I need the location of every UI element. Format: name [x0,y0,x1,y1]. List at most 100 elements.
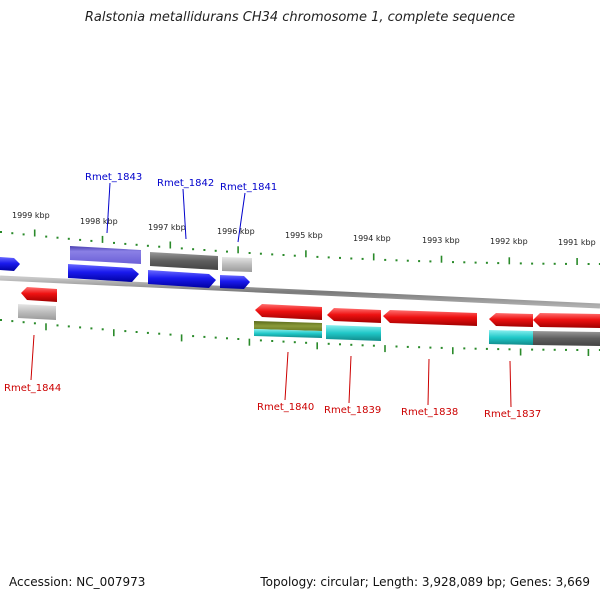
label-rmet-1837[interactable]: Rmet_1837 [484,409,541,420]
minor-tick [553,348,556,351]
feature-cyan-1840[interactable] [254,329,322,338]
chromosome-backbone [0,275,600,309]
minor-tick [598,263,600,265]
minor-tick [305,341,308,344]
minor-tick [56,324,59,327]
leader-rmet-1842 [182,188,187,240]
label-rmet-1843[interactable]: Rmet_1843 [85,172,142,183]
major-tick [169,241,172,249]
minor-tick [418,260,421,263]
leader-rmet-1843 [106,182,111,234]
minor-tick [237,338,240,340]
major-tick [45,323,47,331]
scale-label: 1996 kbp [217,227,255,236]
minor-tick [452,261,454,264]
major-tick [440,255,443,263]
minor-tick [463,261,466,264]
minor-tick [0,319,2,321]
minor-tick [124,242,127,245]
minor-tick [192,248,195,251]
minor-tick [395,345,398,348]
minor-tick [327,256,330,259]
label-rmet-1840[interactable]: Rmet_1840 [257,402,314,413]
minor-tick [508,348,511,351]
gene-rmet-1841[interactable] [220,275,250,289]
major-tick [508,257,511,265]
minor-tick [542,262,545,265]
minor-tick [542,348,545,351]
feature-cyan-1839[interactable] [326,325,381,341]
minor-tick [90,239,93,242]
minor-tick [214,249,217,252]
minor-tick [11,232,14,235]
minor-tick [146,244,149,247]
feature-darkgray[interactable] [150,252,218,270]
label-rmet-1844[interactable]: Rmet_1844 [4,383,61,394]
scale-label: 1992 kbp [490,237,528,246]
gene-rmet-1838[interactable] [383,310,477,326]
minor-tick [485,347,488,350]
major-tick [587,349,590,356]
minor-tick [293,341,296,344]
label-rmet-1839[interactable]: Rmet_1839 [324,405,381,416]
scale-labels: 1999 kbp 1998 kbp 1997 kbp 1996 kbp 1995… [12,211,596,247]
major-tick [237,246,239,254]
feature-lightgray[interactable] [222,257,252,272]
major-tick [248,338,251,346]
label-rmet-1838[interactable]: Rmet_1838 [401,407,458,418]
outer-scale-ticks [0,229,600,265]
reverse-features [18,287,600,346]
minor-tick [67,325,70,328]
minor-tick [565,262,567,265]
minor-tick [293,254,296,257]
minor-tick [361,344,364,347]
gene-rmet-1839[interactable] [327,308,381,323]
major-tick [305,250,307,258]
minor-tick [67,237,70,240]
minor-tick [440,346,443,349]
major-tick [384,345,386,353]
major-tick [372,253,375,261]
gene-rmet-1842[interactable] [148,270,216,288]
gene-rmet-1843[interactable] [68,264,139,282]
gene-red-right[interactable] [533,313,600,328]
leader-rmet-1838 [427,358,430,406]
gene-rmet-1840[interactable] [255,304,322,320]
minor-tick [395,259,398,262]
label-rmet-1842[interactable]: Rmet_1842 [157,178,214,189]
feature-darkgray-right[interactable] [533,331,600,346]
minor-tick [113,241,115,244]
major-tick [576,258,578,265]
feature-olive-1840[interactable] [254,321,322,331]
minor-tick [598,349,600,351]
forward-features [0,246,252,289]
minor-tick [214,336,217,339]
gene-labels: Rmet_1843 Rmet_1842 Rmet_1841 Rmet_1844 … [4,172,541,420]
leader-rmet-1839 [348,355,352,404]
gene-blue-left[interactable] [0,257,20,271]
minor-tick [282,340,285,343]
feature-cyan-1837[interactable] [489,330,533,345]
major-tick [113,329,115,337]
feature-lightgray-1844[interactable] [18,304,56,320]
gene-rmet-1837[interactable] [489,313,533,327]
leader-rmet-1841 [237,192,246,243]
minor-tick [497,348,500,351]
label-rmet-1841[interactable]: Rmet_1841 [220,182,277,193]
scale-label: 1995 kbp [285,231,323,240]
minor-tick [565,348,567,351]
topology-text: Topology: circular; Length: 3,928,089 bp… [260,575,590,589]
scale-label: 1999 kbp [12,211,50,220]
minor-tick [519,262,522,265]
minor-tick [203,335,206,338]
minor-tick [45,235,48,238]
inner-scale-ticks [0,319,600,356]
gene-rmet-1844[interactable] [21,287,57,302]
feature-purple[interactable] [70,246,141,264]
minor-tick [327,342,330,345]
minor-tick [56,236,59,239]
minor-tick [429,346,432,349]
minor-tick [531,348,534,351]
major-tick [33,229,36,237]
